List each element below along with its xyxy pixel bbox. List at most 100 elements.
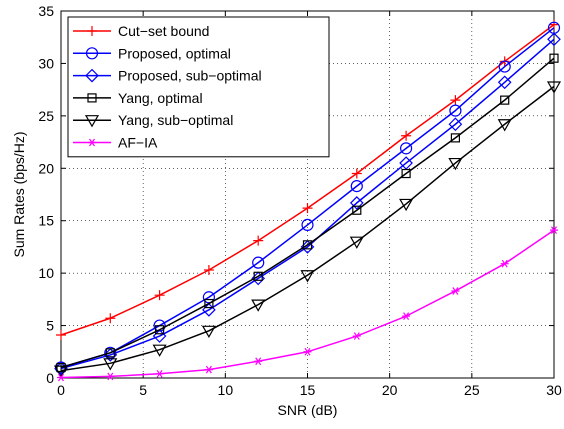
data-point-marker	[251, 299, 266, 312]
y-tick-label: 5	[46, 318, 54, 334]
legend-marker	[87, 26, 97, 36]
data-point-marker	[550, 226, 558, 234]
data-point-marker	[546, 81, 562, 94]
legend-label: Proposed, sub−optimal	[118, 68, 262, 84]
data-point-marker	[349, 196, 364, 210]
data-point-marker	[152, 344, 167, 357]
data-point-marker	[401, 130, 412, 141]
data-point-marker	[451, 287, 460, 295]
x-tick-label: 5	[139, 382, 147, 398]
data-point-marker	[401, 168, 411, 179]
legend-marker	[85, 47, 99, 60]
x-tick-label: 0	[57, 382, 65, 398]
data-point-marker	[56, 330, 66, 341]
legend-marker	[84, 115, 100, 128]
legend-label: Cut−set bound	[118, 23, 209, 39]
data-point-marker	[154, 290, 165, 301]
data-point-marker	[252, 256, 265, 269]
series-5	[53, 81, 562, 378]
y-tick-label: 30	[38, 55, 54, 71]
data-point-marker	[204, 298, 214, 309]
data-point-marker	[497, 75, 512, 90]
legend-entry: Yang, sub−optimal	[73, 112, 233, 128]
legend-label: AF−IA	[118, 135, 158, 151]
legend-entry: Cut−set bound	[73, 23, 209, 39]
data-point-marker	[500, 259, 509, 268]
data-point-marker	[204, 365, 213, 374]
data-point-marker	[349, 236, 364, 249]
legend-marker	[88, 138, 96, 147]
data-point-marker	[500, 95, 510, 105]
data-point-marker	[302, 203, 313, 214]
data-point-marker	[448, 157, 463, 171]
data-point-marker	[352, 205, 362, 215]
axis-ticks: 0 5 10 15 20 25 30 0 5 10 15 20 25 30 35	[38, 3, 562, 398]
data-point-marker	[352, 332, 361, 340]
data-point-marker	[498, 60, 511, 73]
data-point-marker	[56, 362, 66, 373]
legend-marker	[87, 93, 97, 103]
data-point-marker	[301, 218, 314, 232]
data-point-marker	[450, 133, 460, 143]
series-2	[54, 21, 561, 374]
data-point-marker	[53, 365, 69, 378]
data-point-marker	[350, 180, 363, 193]
legend-entry: Yang, optimal	[73, 90, 203, 106]
data-point-marker	[155, 325, 165, 335]
legend-label: Proposed, optimal	[118, 45, 231, 61]
data-point-marker	[549, 53, 559, 63]
data-point-marker	[106, 372, 115, 381]
series-6	[57, 226, 558, 382]
data-point-marker	[201, 325, 216, 339]
legend-label: Yang, sub−optimal	[118, 112, 233, 128]
series-line	[60, 38, 555, 370]
x-tick-label: 10	[218, 382, 234, 398]
series-line	[60, 85, 555, 372]
x-tick-label: 20	[382, 382, 398, 398]
x-tick-label: 30	[546, 382, 562, 398]
data-point-marker	[253, 271, 263, 281]
data-point-marker	[254, 357, 263, 366]
data-point-marker	[351, 168, 362, 179]
data-point-marker	[449, 104, 462, 117]
data-point-marker	[399, 198, 414, 212]
y-tick-label: 0	[46, 370, 54, 386]
series-group	[53, 19, 562, 382]
y-tick-label: 20	[38, 160, 54, 176]
x-axis-label: SNR (dB)	[278, 402, 338, 418]
data-point-marker	[448, 117, 463, 132]
data-point-marker	[402, 312, 411, 320]
legend-entry: Proposed, optimal	[73, 45, 231, 61]
x-tick-label: 15	[300, 382, 316, 398]
data-point-marker	[300, 270, 315, 283]
legend-entry: AF−IA	[73, 135, 158, 151]
data-point-marker	[302, 240, 313, 250]
data-point-marker	[155, 369, 164, 378]
series-line	[60, 57, 555, 369]
y-axis-label: Sum Rates (bps/Hz)	[11, 131, 27, 257]
legend-label: Yang, optimal	[118, 90, 203, 106]
legend: Cut−set bound Proposed, optimal Proposed, …	[67, 16, 330, 158]
data-point-marker	[103, 358, 118, 371]
data-point-marker	[105, 313, 116, 324]
data-point-marker	[497, 119, 512, 132]
series-line	[60, 27, 555, 369]
data-point-marker	[303, 347, 312, 356]
data-point-marker	[547, 32, 561, 47]
series-4	[56, 53, 559, 373]
data-point-marker	[153, 319, 166, 332]
legend-entry: Proposed, sub−optimal	[73, 68, 262, 84]
y-tick-label: 10	[38, 265, 54, 281]
legend-marker	[85, 68, 99, 83]
y-tick-label: 25	[38, 108, 54, 124]
data-point-marker	[105, 348, 115, 358]
data-point-marker	[450, 95, 461, 106]
data-point-marker	[57, 373, 65, 382]
data-point-marker	[203, 264, 214, 275]
legend-box	[67, 16, 330, 158]
data-point-marker	[253, 235, 264, 246]
data-point-marker	[400, 142, 413, 155]
y-tick-label: 15	[38, 213, 54, 229]
